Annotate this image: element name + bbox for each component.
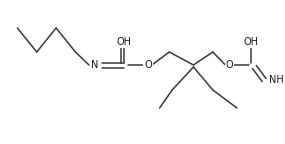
Text: NH: NH xyxy=(269,75,284,85)
Text: O: O xyxy=(225,60,233,70)
Text: OH: OH xyxy=(244,37,259,47)
Text: N: N xyxy=(91,60,99,70)
Text: O: O xyxy=(144,60,152,70)
Text: OH: OH xyxy=(116,37,131,47)
